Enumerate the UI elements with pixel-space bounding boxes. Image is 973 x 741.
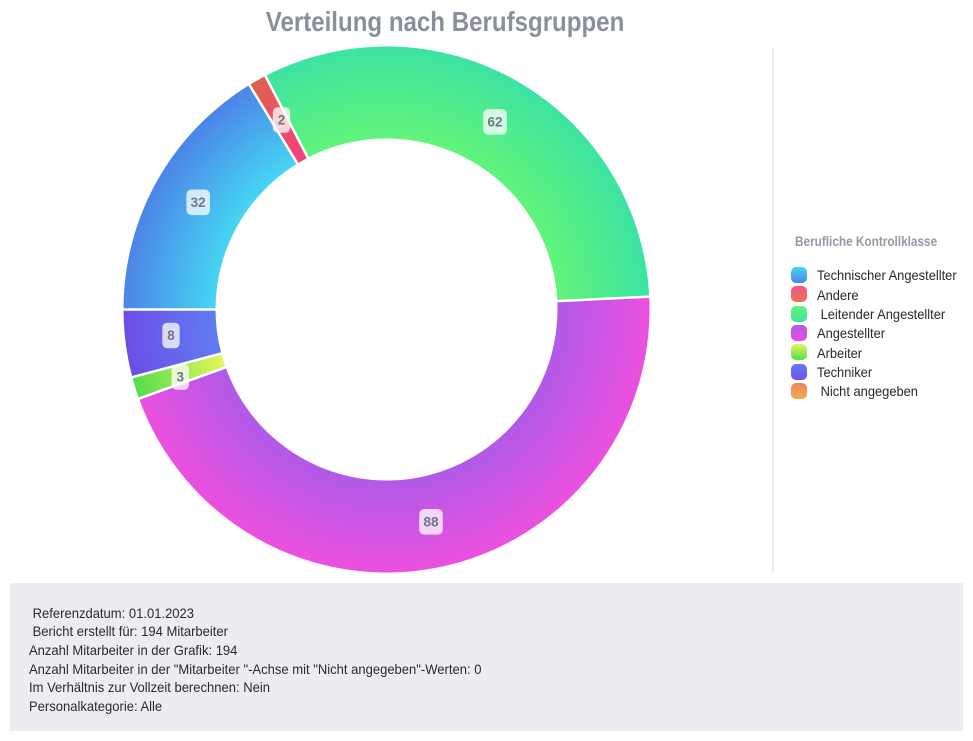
svg-text:88: 88 [423,514,439,529]
svg-text:32: 32 [191,195,206,210]
svg-text:62: 62 [487,115,502,130]
svg-text:8: 8 [167,328,175,343]
svg-text:3: 3 [177,370,185,385]
svg-text:2: 2 [278,113,286,128]
